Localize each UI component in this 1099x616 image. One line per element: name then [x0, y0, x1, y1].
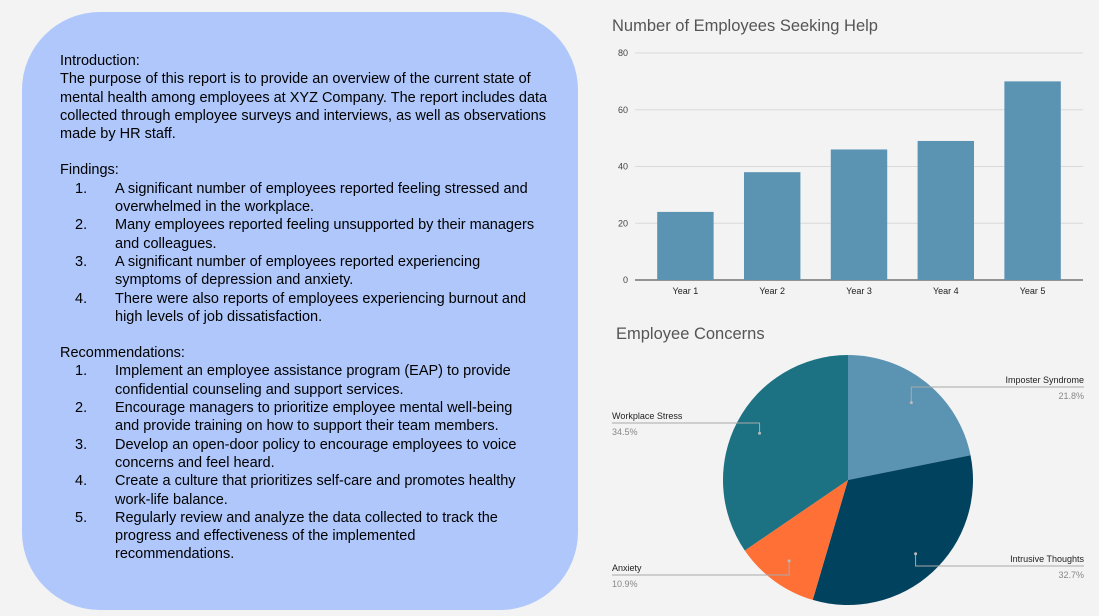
- leader-line: [612, 560, 790, 576]
- pie-chart-title: Employee Concerns: [616, 325, 765, 343]
- bar-chart-title: Number of Employees Seeking Help: [612, 17, 878, 35]
- finding-item: 2. Many employees reported feeling unsupp…: [60, 216, 548, 253]
- slice-percent-label: 34.5%: [612, 427, 638, 437]
- recommendation-item-text: Develop an open-door policy to encourage…: [115, 436, 517, 471]
- intro-text: The purpose of this report is to provide…: [60, 71, 548, 143]
- findings-heading: Findings:: [60, 162, 119, 179]
- slice-percent-label: 32.7%: [1058, 570, 1084, 580]
- finding-item-number: 2.: [75, 217, 88, 234]
- slice-label: Imposter Syndrome: [1005, 375, 1084, 385]
- recommendation-item-number: 3.: [75, 436, 88, 453]
- bar: [917, 140, 975, 280]
- recommendation-item-number: 5.: [75, 509, 88, 526]
- finding-item-text: Many employees reported feeling unsuppor…: [115, 217, 535, 252]
- finding-item-text: There were also reports of employees exp…: [115, 290, 527, 325]
- recommendation-item-number: 2.: [75, 400, 88, 417]
- y-tick-label: 20: [618, 218, 628, 228]
- finding-item: 1. A significant number of employees repo…: [60, 180, 548, 217]
- leader-line: [915, 553, 1084, 567]
- findings-list: 1. A significant number of employees repo…: [60, 180, 548, 326]
- slice-percent-label: 10.9%: [612, 579, 638, 589]
- recommendation-item-number: 4.: [75, 473, 88, 490]
- bar-chart: 0 20 40 60 80 Year 1 Year 2 Year 3 Year 4 Year 5: [618, 48, 1083, 296]
- intro-heading: Introduction:: [60, 53, 140, 69]
- finding-item-text: A significant number of employees report…: [115, 253, 481, 289]
- leader-line: [910, 386, 1084, 403]
- leader-dot: [758, 431, 762, 435]
- y-tick-label: 0: [623, 275, 628, 285]
- bar: [657, 211, 714, 280]
- recommendation-item: 4. Create a culture that prioritizes self…: [60, 472, 548, 509]
- x-tick-label: Year 3: [846, 286, 872, 296]
- recommendation-item-text: Encourage managers to prioritize employe…: [115, 400, 513, 435]
- x-tick-label: Year 1: [673, 286, 699, 296]
- y-tick-label: 60: [618, 105, 628, 115]
- finding-item: 4. There were also reports of employees e…: [60, 290, 548, 327]
- recommendation-item-text: Regularly review and analyze the data co…: [115, 509, 498, 563]
- pie-chart: Imposter Syndrome 21.8% Intrusive Thoughts…: [612, 355, 1084, 605]
- bar: [830, 149, 888, 280]
- x-tick-label: Year 5: [1020, 286, 1046, 296]
- slice-label: Intrusive Thoughts: [1010, 554, 1084, 564]
- recommendation-item-text: Create a culture that prioritizes self-c…: [115, 473, 516, 508]
- finding-item-number: 3.: [75, 253, 88, 270]
- leader-line: [612, 422, 761, 434]
- pie-slice: [848, 355, 971, 480]
- recommendations-heading: Recommendations:: [60, 345, 185, 362]
- leader-dot: [787, 559, 791, 563]
- finding-item-number: 4.: [75, 290, 88, 307]
- slice-percent-label: 21.8%: [1058, 391, 1084, 401]
- report-card: Introduction: The purpose of this report…: [22, 12, 578, 610]
- y-tick-label: 80: [618, 48, 628, 58]
- leader-dot: [909, 401, 913, 405]
- recommendation-item: 1. Implement an employee assistance progr…: [60, 362, 548, 399]
- pie-slice: [723, 355, 848, 551]
- x-tick-label: Year 4: [933, 286, 959, 296]
- leader-dot: [914, 552, 918, 556]
- finding-item-text: A significant number of employees report…: [115, 180, 528, 216]
- slice-label: Workplace Stress: [612, 411, 683, 421]
- recommendation-item-number: 1.: [75, 363, 88, 380]
- finding-item-number: 1.: [75, 180, 88, 197]
- slice-label: Anxiety: [612, 563, 642, 573]
- recommendation-item: 2. Encourage managers to prioritize emplo…: [60, 399, 548, 436]
- recommendation-item: 3. Develop an open-door policy to encoura…: [60, 436, 548, 473]
- y-tick-label: 40: [618, 162, 628, 172]
- bar: [743, 172, 801, 280]
- bar: [1004, 81, 1061, 280]
- pie-slice: [812, 455, 973, 605]
- x-tick-label: Year 2: [759, 286, 785, 296]
- recommendation-item-text: Implement an employee assistance program…: [115, 363, 511, 398]
- pie-slice: [744, 480, 848, 600]
- recommendations-list: 1. Implement an employee assistance progr…: [60, 362, 548, 563]
- recommendation-item: 5. Regularly review and analyze the data …: [60, 509, 548, 564]
- finding-item: 3. A significant number of employees repo…: [60, 253, 548, 290]
